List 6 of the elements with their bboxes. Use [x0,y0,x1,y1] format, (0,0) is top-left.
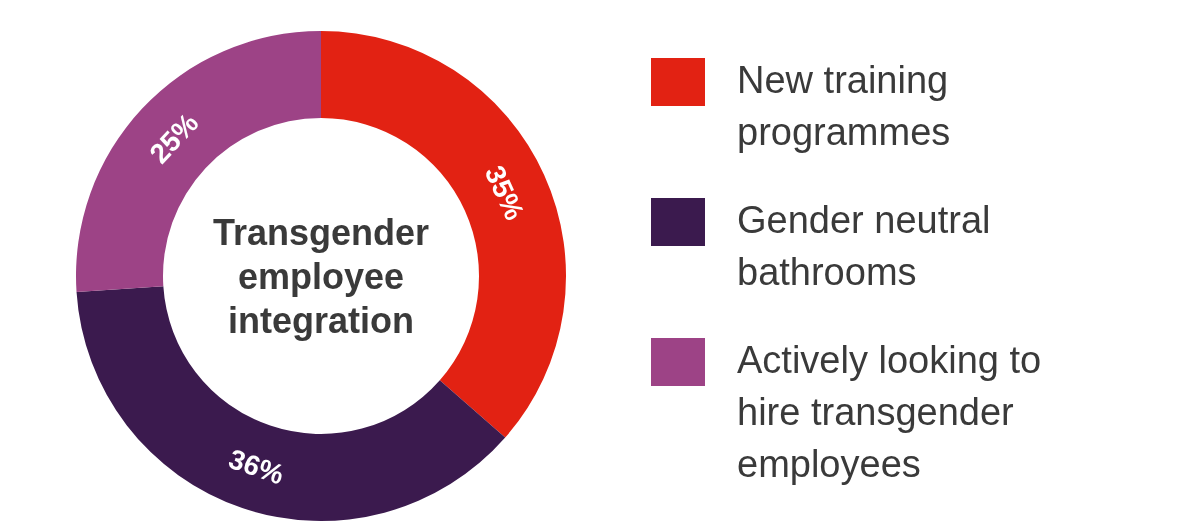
legend-label: Actively looking to hire transgender employees [737,339,1042,485]
text: Transgender employee integration [212,211,430,341]
data-label: 36% [224,443,288,491]
data-label: 35% [478,160,531,225]
legend-label: New training programmes [737,59,951,153]
legend-label: Gender neutral bathrooms [737,199,991,293]
